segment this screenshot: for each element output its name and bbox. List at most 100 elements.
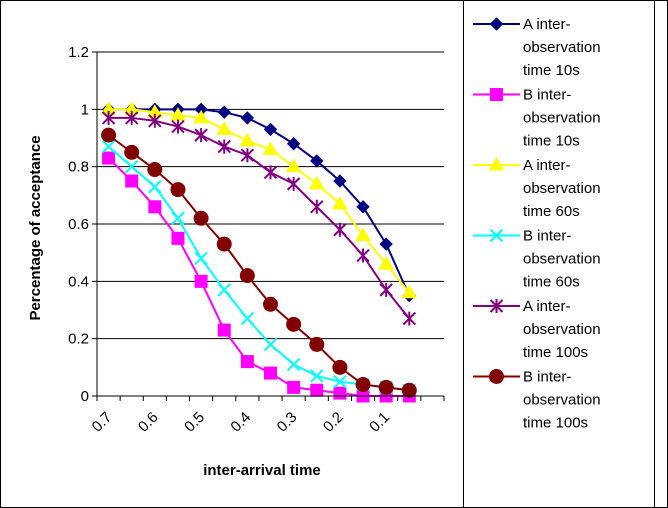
data-point: [125, 174, 139, 188]
data-point: [148, 180, 162, 194]
legend-label-line: observation: [523, 251, 601, 268]
data-point: [356, 248, 370, 263]
y-tick-label: 0.2: [68, 331, 89, 348]
data-point: [171, 211, 185, 225]
data-point: [263, 165, 278, 180]
legend-label-line: observation: [523, 392, 601, 409]
legend-entry: A inter-observation time 60s: [473, 157, 601, 220]
y-tick-label: 0.4: [68, 273, 89, 290]
legend-label-line: B inter-: [523, 87, 571, 104]
y-tick-label: 0.8: [68, 159, 89, 176]
legend-swatch-marker: [488, 157, 505, 171]
data-point: [401, 382, 417, 398]
data-point: [148, 113, 162, 128]
legend-label-line: A inter-: [523, 298, 571, 315]
data-point: [355, 227, 371, 241]
data-point: [193, 109, 209, 124]
data-point: [379, 237, 393, 251]
data-point: [310, 369, 324, 383]
y-tick-label: 0.6: [68, 216, 89, 233]
legend-entry: A inter-observation time 100s: [473, 298, 601, 361]
legend-swatch-marker: [489, 228, 504, 243]
data-point: [217, 323, 231, 337]
y-tick-label: 0: [81, 388, 89, 405]
data-point: [194, 274, 208, 288]
data-point: [147, 162, 163, 178]
legend-entry: A inter-observation time 10s: [473, 16, 601, 79]
data-point: [216, 236, 232, 252]
data-point: [194, 251, 208, 266]
data-point: [170, 182, 186, 198]
data-point: [286, 357, 301, 372]
data-point: [333, 386, 347, 400]
data-point: [101, 110, 116, 125]
legend-label-line: observation: [523, 110, 601, 127]
data-point: [333, 222, 347, 237]
y-axis: 0 0.2 0.4 0.6 0.8 1 1.2: [68, 44, 98, 405]
data-point: [286, 137, 301, 151]
legend-label-line: time 100s: [523, 415, 588, 432]
data-point: [333, 174, 347, 188]
y-tick-label: 1.2: [68, 44, 89, 61]
plot-area: [97, 51, 444, 403]
data-point: [308, 175, 325, 190]
data-point: [240, 111, 255, 125]
data-point: [356, 200, 370, 214]
data-point: [287, 380, 301, 394]
legend-label-line: time 60s: [523, 203, 580, 220]
data-point: [401, 284, 418, 299]
data-point: [171, 119, 185, 134]
legend-label-line: observation: [523, 180, 601, 197]
data-point: [240, 148, 255, 163]
series-6: [101, 127, 417, 398]
data-point: [124, 159, 139, 174]
data-point: [263, 337, 278, 352]
legend-label-line: A inter-: [523, 16, 571, 33]
data-point: [286, 316, 302, 332]
legend-swatch-marker: [489, 369, 504, 384]
data-point: [263, 122, 278, 137]
legend-entry: B inter-observation time 60s: [473, 228, 601, 291]
data-point: [402, 311, 417, 326]
data-point: [217, 283, 231, 297]
data-point: [309, 336, 325, 352]
legend-label-line: time 10s: [523, 133, 580, 150]
legend-swatch-marker: [489, 17, 504, 31]
legend-label-line: observation: [523, 39, 601, 56]
legend-label-line: B inter-: [523, 369, 571, 386]
data-point: [240, 311, 255, 326]
data-point: [193, 210, 209, 226]
legend-label-line: B inter-: [523, 228, 571, 245]
data-point: [264, 366, 277, 380]
data-point: [102, 151, 116, 165]
data-point: [217, 139, 231, 154]
data-point: [378, 379, 394, 395]
data-point: [239, 132, 256, 147]
data-point: [378, 256, 395, 270]
data-point: [101, 139, 116, 154]
data-point: [217, 105, 231, 119]
legend-entry: B inter-observation time 100s: [473, 369, 601, 432]
data-point: [194, 128, 208, 143]
legend-label-line: time 60s: [523, 274, 580, 291]
data-point: [124, 144, 140, 160]
data-point: [216, 121, 233, 135]
data-point: [333, 374, 347, 389]
data-point: [148, 200, 162, 214]
data-point: [101, 127, 117, 143]
data-point: [239, 268, 255, 284]
data-point: [263, 296, 278, 312]
data-point: [240, 355, 254, 369]
data-point: [332, 195, 348, 210]
data-point: [286, 176, 301, 191]
data-point: [310, 199, 324, 214]
legend-swatch-marker: [490, 88, 503, 101]
legend-label-line: time 100s: [523, 344, 588, 361]
data-point: [310, 383, 324, 397]
data-point: [379, 282, 393, 297]
data-point: [171, 231, 185, 245]
legend-swatch-marker: [489, 299, 504, 313]
data-point: [262, 141, 279, 155]
